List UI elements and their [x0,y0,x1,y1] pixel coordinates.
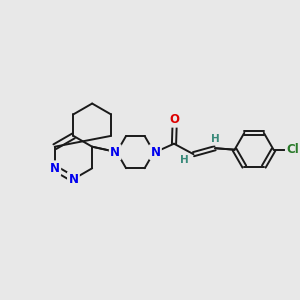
Text: N: N [50,162,60,175]
Text: H: H [180,154,189,165]
Text: Cl: Cl [286,143,299,156]
Text: N: N [110,146,120,159]
Text: N: N [150,146,161,159]
Text: H: H [211,134,220,144]
Text: O: O [169,113,180,126]
Text: N: N [68,172,79,186]
